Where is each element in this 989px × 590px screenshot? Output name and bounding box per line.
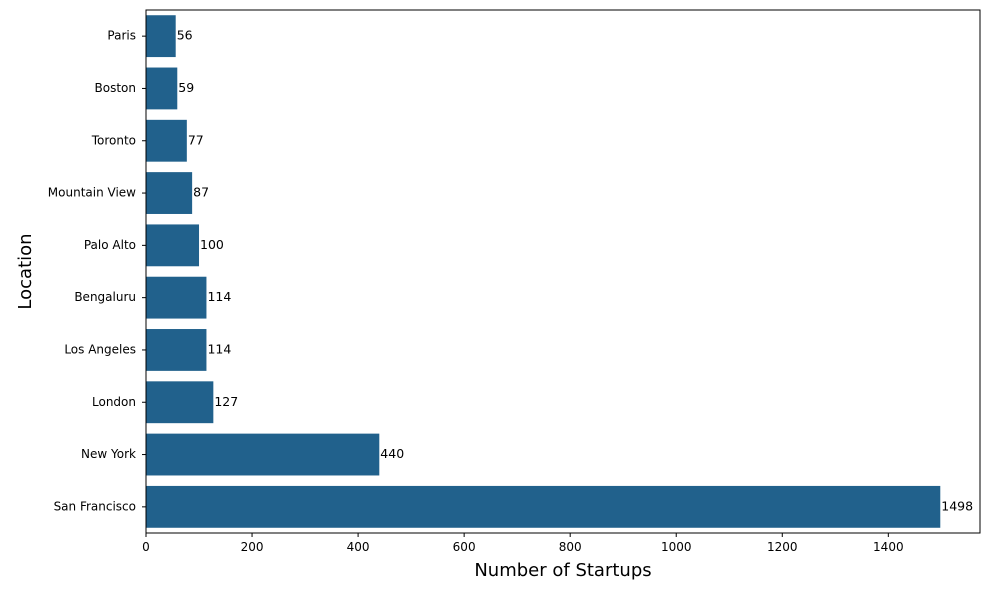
data-labels-layer: 1498 440 127 114 114 100 87 77 59 56	[177, 28, 973, 514]
y-tick-label: New York	[81, 447, 136, 461]
bar	[146, 329, 207, 371]
bar	[146, 433, 380, 476]
y-tick-label: Toronto	[91, 133, 136, 147]
bar-value-label: 440	[380, 446, 404, 461]
x-tick-label: 200	[241, 540, 264, 554]
bar	[146, 381, 214, 424]
bars-layer	[146, 15, 941, 528]
bar	[146, 119, 187, 162]
bar	[146, 15, 176, 58]
y-tick-label: London	[92, 395, 136, 409]
bar-value-label: 1498	[941, 498, 973, 513]
x-tick-label: 0	[142, 540, 150, 554]
bar	[146, 276, 207, 319]
x-axis: 0 200 400 600 800 1000 1200 1400	[142, 533, 904, 554]
x-axis-title: Number of Startups	[474, 560, 651, 581]
plot-frame	[145, 9, 981, 534]
y-tick-label: Mountain View	[48, 186, 136, 200]
bar-value-label: 114	[207, 289, 231, 304]
bar-value-label: 59	[178, 80, 194, 95]
y-axis-title: Location	[15, 233, 36, 309]
y-tick-label: Los Angeles	[64, 342, 136, 356]
y-tick-label: Bengaluru	[74, 290, 136, 304]
x-tick-label: 1400	[873, 540, 904, 554]
bar-value-label: 114	[207, 341, 231, 356]
bar	[146, 485, 941, 528]
y-tick-label: San Francisco	[54, 499, 136, 513]
x-tick-label: 1200	[767, 540, 798, 554]
bar	[146, 224, 200, 267]
x-tick-label: 600	[453, 540, 476, 554]
bar-value-label: 77	[188, 132, 204, 147]
bar	[146, 172, 193, 214]
y-tick-label: Boston	[95, 81, 136, 95]
x-tick-label: 800	[559, 540, 582, 554]
bar-value-label: 127	[214, 394, 238, 409]
bar-value-label: 56	[177, 28, 193, 43]
bar	[146, 67, 178, 110]
y-tick-label: Paris	[107, 29, 136, 43]
y-tick-label: Palo Alto	[84, 238, 136, 252]
bar-value-label: 100	[200, 237, 224, 252]
x-tick-label: 1000	[661, 540, 692, 554]
y-axis: San Francisco New York London Los Angeles Be…	[48, 29, 146, 513]
bar-value-label: 87	[193, 185, 209, 200]
x-tick-label: 400	[347, 540, 370, 554]
